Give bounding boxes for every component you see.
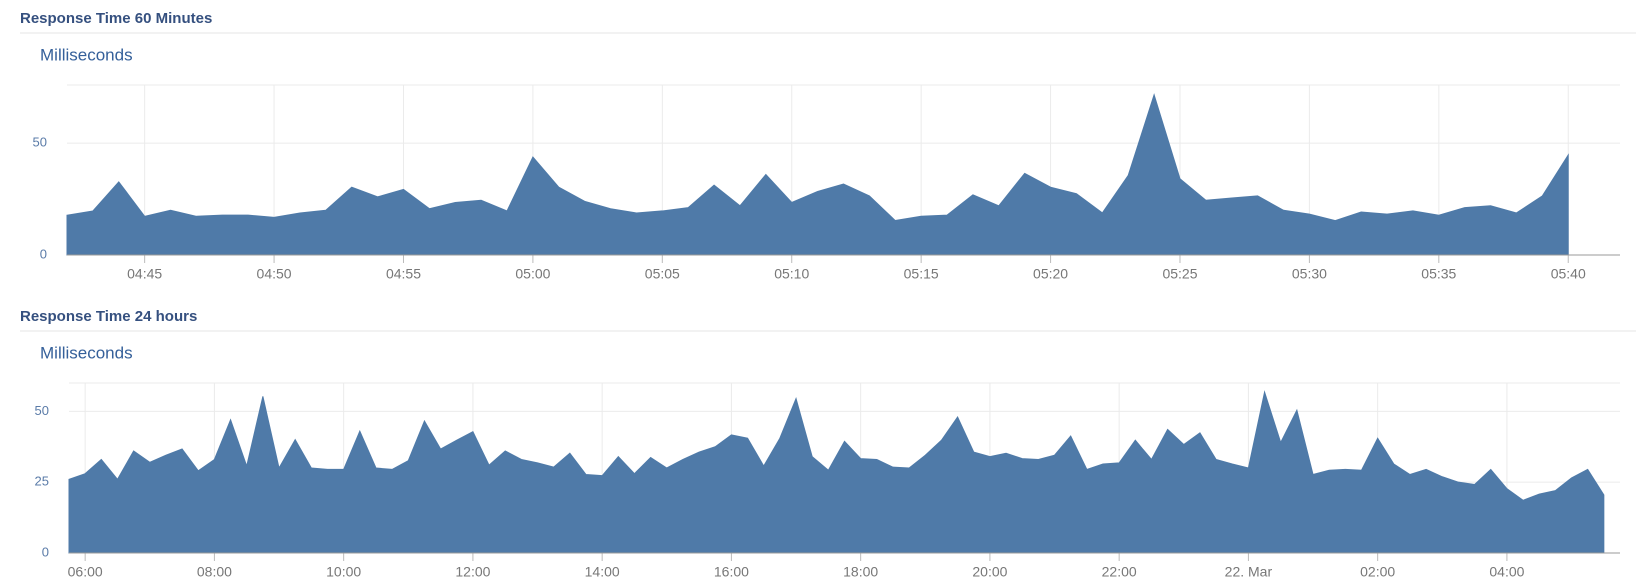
x-tick-label: 05:20 bbox=[1033, 266, 1068, 282]
x-tick-label: 18:00 bbox=[843, 564, 878, 580]
x-tick-label: 10:00 bbox=[326, 564, 361, 580]
area bbox=[66, 93, 1569, 256]
x-tick-label: 20:00 bbox=[972, 564, 1007, 580]
x-tick-label: 22. Mar bbox=[1225, 564, 1273, 580]
x-tick-label: 05:05 bbox=[645, 266, 680, 282]
y-axis-label: Milliseconds bbox=[40, 45, 133, 64]
x-tick-label: 05:10 bbox=[774, 266, 809, 282]
x-tick-label: 02:00 bbox=[1360, 564, 1395, 580]
area bbox=[68, 390, 1605, 554]
x-tick-label: 05:35 bbox=[1421, 266, 1456, 282]
x-tick-label: 05:15 bbox=[904, 266, 939, 282]
x-tick-label: 14:00 bbox=[585, 564, 620, 580]
x-tick-label: 12:00 bbox=[455, 564, 490, 580]
x-tick-label: 05:30 bbox=[1292, 266, 1327, 282]
y-tick-label: 50 bbox=[33, 135, 47, 150]
y-tick-label: 0 bbox=[42, 544, 49, 559]
x-tick-label: 22:00 bbox=[1102, 564, 1137, 580]
x-tick-label: 05:00 bbox=[515, 266, 550, 282]
x-tick-label: 04:00 bbox=[1489, 564, 1524, 580]
x-tick-label: 04:45 bbox=[127, 266, 162, 282]
y-tick-label: 25 bbox=[35, 474, 49, 489]
x-tick-label: 05:40 bbox=[1551, 266, 1586, 282]
y-tick-label: 50 bbox=[35, 403, 49, 418]
x-tick-label: 08:00 bbox=[197, 564, 232, 580]
panel-title: Response Time 60 Minutes bbox=[20, 10, 212, 27]
x-tick-label: 04:55 bbox=[386, 266, 421, 282]
x-tick-label: 04:50 bbox=[257, 266, 292, 282]
x-tick-label: 16:00 bbox=[714, 564, 749, 580]
panel-title: Response Time 24 hours bbox=[20, 308, 197, 325]
y-tick-label: 0 bbox=[40, 246, 47, 261]
x-tick-label: 05:25 bbox=[1162, 266, 1197, 282]
x-tick-label: 06:00 bbox=[68, 564, 103, 580]
y-axis-label: Milliseconds bbox=[40, 343, 133, 362]
